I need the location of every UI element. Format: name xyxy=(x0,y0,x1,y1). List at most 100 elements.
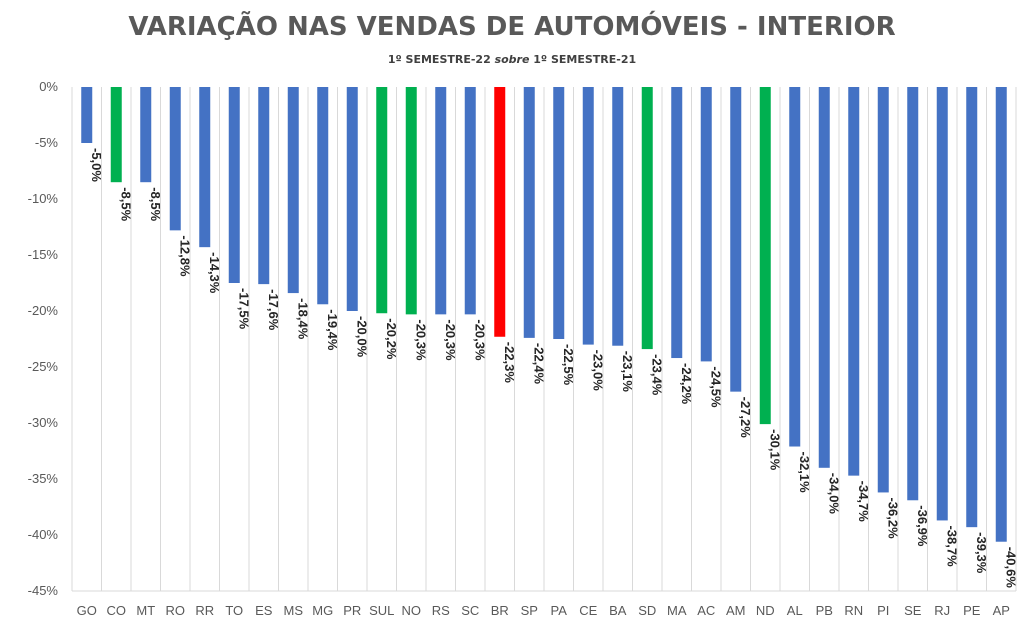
x-tick-label: ES xyxy=(255,603,273,618)
subtitle-part-1: 1º SEMESTRE-22 xyxy=(387,53,495,66)
x-tick-label: CO xyxy=(107,603,127,618)
subtitle-part-2: sobre xyxy=(494,53,530,66)
x-tick-label: ND xyxy=(756,603,775,618)
x-tick-label: SD xyxy=(638,603,656,618)
x-tick-label: RJ xyxy=(934,603,950,618)
data-label: -39,3% xyxy=(974,532,989,574)
y-tick-label: -35% xyxy=(28,471,59,486)
bar xyxy=(641,87,653,350)
data-label: -34,0% xyxy=(826,473,841,515)
data-label: -20,3% xyxy=(472,319,487,361)
bar xyxy=(169,87,181,231)
data-label: -18,4% xyxy=(295,298,310,340)
data-label: -20,3% xyxy=(443,319,458,361)
data-label: -12,8% xyxy=(177,235,192,277)
data-label: -36,9% xyxy=(915,505,930,547)
data-label: -22,4% xyxy=(531,343,546,385)
x-tick-label: SE xyxy=(904,603,922,618)
data-label: -8,5% xyxy=(148,187,163,221)
data-label: -20,0% xyxy=(354,316,369,358)
x-tick-label: AC xyxy=(697,603,715,618)
bar xyxy=(435,87,447,315)
bar xyxy=(582,87,594,345)
x-tick-label: PA xyxy=(551,603,568,618)
data-label: -38,7% xyxy=(944,525,959,567)
data-label: -40,6% xyxy=(1003,547,1018,589)
x-tick-label: CE xyxy=(579,603,597,618)
x-tick-label: TO xyxy=(225,603,243,618)
bar xyxy=(199,87,211,248)
x-tick-label: MA xyxy=(667,603,687,618)
x-tick-label: AM xyxy=(726,603,746,618)
bar xyxy=(671,87,683,359)
data-label: -23,0% xyxy=(590,350,605,392)
data-label: -20,2% xyxy=(384,318,399,360)
bar xyxy=(936,87,948,521)
chart-title: VARIAÇÃO NAS VENDAS DE AUTOMÓVEIS - INTE… xyxy=(128,12,896,42)
y-tick-label: -25% xyxy=(28,359,59,374)
data-label: -23,1% xyxy=(620,351,635,393)
bar xyxy=(405,87,417,315)
data-label: -17,6% xyxy=(266,289,281,331)
data-label: -30,1% xyxy=(767,429,782,471)
bar xyxy=(553,87,565,339)
bar xyxy=(346,87,358,311)
bar xyxy=(494,87,506,337)
bar xyxy=(258,87,270,285)
data-label: -24,5% xyxy=(708,366,723,408)
x-tick-label: PR xyxy=(343,603,361,618)
bar xyxy=(818,87,830,468)
data-label: -20,3% xyxy=(413,319,428,361)
bar xyxy=(523,87,535,338)
bar xyxy=(730,87,742,392)
y-tick-label: 0% xyxy=(39,79,58,94)
x-tick-label: NO xyxy=(402,603,422,618)
data-label: -27,2% xyxy=(738,397,753,439)
bar xyxy=(287,87,299,294)
x-tick-label: BR xyxy=(491,603,509,618)
chart-subtitle: 1º SEMESTRE-22 sobre 1º SEMESTRE-21 xyxy=(0,53,1024,66)
x-tick-label: RR xyxy=(195,603,214,618)
data-label: -14,3% xyxy=(207,252,222,294)
bar xyxy=(789,87,801,447)
y-tick-label: -5% xyxy=(35,135,59,150)
subtitle-part-3: 1º SEMESTRE-21 xyxy=(529,53,637,66)
data-label: -36,2% xyxy=(885,497,900,539)
y-tick-label: -30% xyxy=(28,415,59,430)
data-label: -5,0% xyxy=(89,148,104,182)
data-label: -34,7% xyxy=(856,481,871,523)
x-tick-label: MS xyxy=(284,603,304,618)
bar xyxy=(877,87,889,493)
data-label: -8,5% xyxy=(118,187,133,221)
bar xyxy=(848,87,860,476)
data-label: -22,5% xyxy=(561,344,576,386)
bar xyxy=(966,87,978,528)
bar xyxy=(464,87,476,315)
x-tick-label: SP xyxy=(521,603,538,618)
x-tick-label: AL xyxy=(787,603,803,618)
bar xyxy=(110,87,122,183)
y-tick-label: -40% xyxy=(28,527,59,542)
y-tick-label: -15% xyxy=(28,247,59,262)
y-tick-label: -10% xyxy=(28,191,59,206)
data-label: -23,4% xyxy=(649,354,664,396)
x-tick-label: GO xyxy=(77,603,97,618)
x-tick-label: PI xyxy=(877,603,889,618)
x-tick-label: MT xyxy=(136,603,155,618)
x-tick-label: RS xyxy=(432,603,450,618)
y-tick-label: -45% xyxy=(28,583,59,598)
x-tick-label: MG xyxy=(312,603,333,618)
bar xyxy=(376,87,388,314)
bar xyxy=(317,87,329,305)
bar xyxy=(228,87,240,283)
data-label: -24,2% xyxy=(679,363,694,405)
x-tick-label: PB xyxy=(816,603,833,618)
bar xyxy=(81,87,93,143)
data-label: -22,3% xyxy=(502,342,517,384)
bar xyxy=(907,87,919,501)
x-tick-label: PE xyxy=(963,603,981,618)
x-tick-label: AP xyxy=(993,603,1010,618)
x-tick-label: SUL xyxy=(369,603,394,618)
data-label: -32,1% xyxy=(797,452,812,494)
